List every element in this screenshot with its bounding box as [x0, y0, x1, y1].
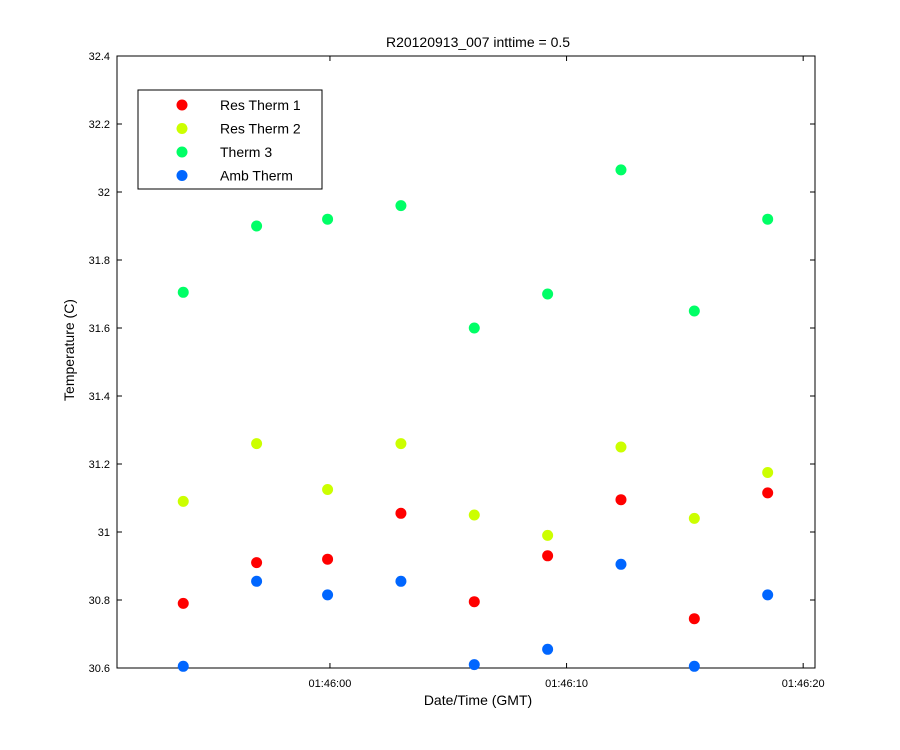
point-amb-therm: [762, 589, 774, 601]
point-amb-therm: [251, 575, 263, 587]
y-tick-label: 32.2: [89, 119, 110, 131]
point-res-therm-2: [322, 484, 334, 495]
y-tick-label: 31.4: [89, 391, 110, 403]
point-res-therm-2: [762, 467, 774, 478]
y-tick-label: 31.2: [89, 459, 110, 471]
point-res-therm-1: [688, 613, 700, 625]
point-res-therm-1: [322, 553, 334, 565]
data-points: [177, 164, 774, 672]
point-res-therm-2: [468, 509, 480, 521]
point-res-therm-1: [762, 487, 774, 499]
legend-label: Therm 3: [220, 144, 272, 160]
x-tick-label: 01:46:20: [782, 678, 825, 690]
chart-title: R20120913_007 inttime = 0.5: [386, 34, 570, 50]
legend-marker: [176, 146, 188, 158]
point-res-therm-2: [688, 512, 700, 524]
point-amb-therm: [468, 659, 480, 671]
x-tick-label: 01:46:10: [545, 678, 588, 690]
point-res-therm-1: [395, 507, 407, 519]
point-amb-therm: [395, 575, 407, 587]
y-tick-label: 32.4: [89, 51, 110, 63]
y-tick-label: 31: [98, 527, 110, 539]
legend-label: Res Therm 2: [220, 121, 301, 137]
point-res-therm-2: [251, 438, 263, 450]
point-res-therm-2: [615, 441, 627, 453]
point-res-therm-2: [542, 529, 554, 541]
y-tick-label: 31.6: [89, 323, 110, 335]
point-amb-therm: [322, 589, 334, 601]
legend: Res Therm 1 Res Therm 2 Therm 3 Amb Therm: [137, 89, 323, 190]
point-therm-3: [615, 164, 627, 176]
point-amb-therm: [177, 660, 189, 672]
point-therm-3: [542, 288, 554, 300]
legend-marker: [176, 170, 188, 181]
point-therm-3: [468, 322, 480, 334]
y-tick-label: 30.8: [89, 595, 110, 607]
point-amb-therm: [688, 660, 700, 672]
y-axis-ticks: 30.6 30.8 31 31.2 31.4 31.6 31.8 32 32.2 32.4: [89, 51, 815, 675]
point-res-therm-1: [251, 557, 263, 569]
legend-marker: [176, 123, 188, 134]
point-res-therm-1: [615, 494, 627, 506]
point-res-therm-2: [395, 438, 407, 450]
x-axis-label: Date/Time (GMT): [424, 692, 532, 708]
point-therm-3: [251, 220, 263, 232]
y-tick-label: 30.6: [89, 663, 110, 675]
point-res-therm-1: [542, 550, 554, 562]
y-tick-label: 31.8: [89, 255, 110, 267]
point-res-therm-1: [177, 597, 189, 609]
legend-marker: [176, 99, 188, 111]
legend-label: Res Therm 1: [220, 97, 301, 113]
y-tick-label: 32: [98, 187, 110, 199]
point-therm-3: [395, 200, 407, 212]
y-axis-label: Temperature (C): [61, 299, 77, 401]
legend-box: [137, 89, 323, 190]
point-res-therm-1: [468, 596, 480, 608]
point-therm-3: [688, 305, 700, 317]
legend-label: Amb Therm: [220, 168, 293, 184]
x-tick-label: 01:46:00: [309, 678, 352, 690]
point-therm-3: [762, 213, 774, 225]
x-axis-ticks: 01:46:00 01:46:10 01:46:20: [309, 56, 825, 690]
point-therm-3: [322, 213, 334, 225]
point-therm-3: [177, 286, 189, 298]
point-amb-therm: [542, 643, 554, 655]
point-res-therm-2: [177, 495, 189, 507]
point-amb-therm: [615, 558, 627, 570]
